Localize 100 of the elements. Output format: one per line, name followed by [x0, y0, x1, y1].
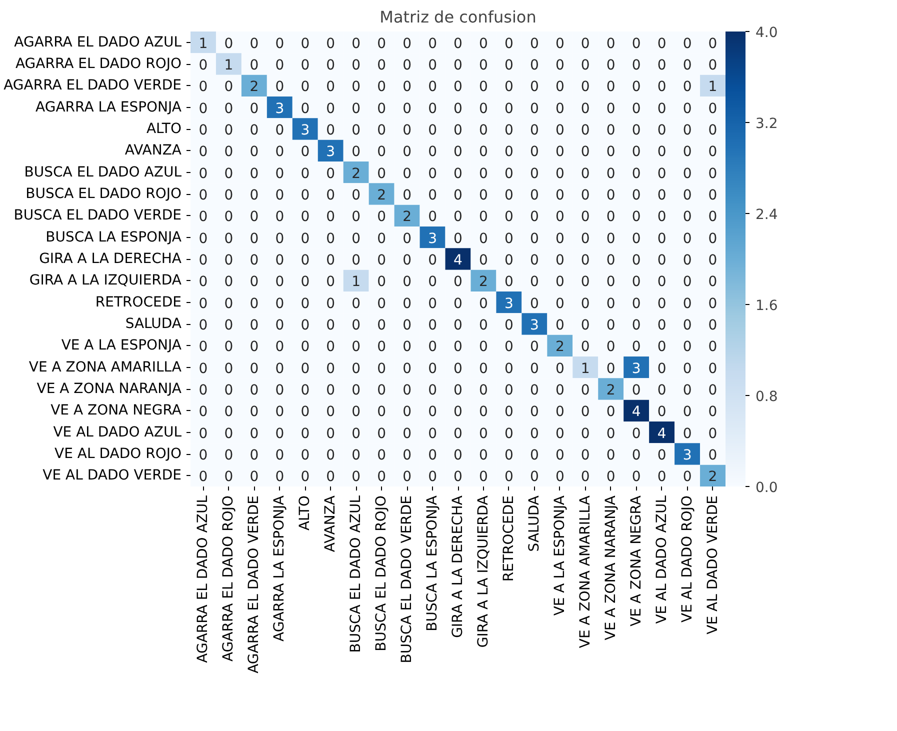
y-tick-label: VE AL DADO VERDE	[42, 468, 182, 484]
data-label: 0	[682, 274, 692, 290]
data-label: 0	[224, 252, 234, 268]
data-label: 0	[250, 252, 259, 268]
data-label: 0	[454, 318, 462, 334]
data-label: 0	[682, 382, 692, 398]
data-label: 0	[606, 209, 616, 226]
data-label: 0	[530, 339, 539, 356]
x-tick-label: BUSCA LA ESPONJA	[424, 495, 441, 632]
data-label: 0	[250, 404, 259, 420]
data-label: 0	[224, 296, 234, 312]
data-label: 0	[377, 79, 386, 96]
data-label: 2	[377, 188, 386, 204]
data-label: 0	[326, 166, 336, 182]
data-label: 0	[682, 318, 692, 334]
data-label: 0	[606, 36, 616, 52]
data-label: 0	[682, 360, 692, 377]
data-label: 0	[555, 122, 564, 138]
data-label: 0	[479, 58, 488, 74]
data-label: 0	[275, 188, 284, 204]
data-label: 0	[454, 339, 462, 356]
data-label: 0	[657, 58, 666, 74]
y-tick-label: VE A ZONA NEGRA	[50, 402, 182, 419]
data-label: 0	[530, 100, 539, 117]
data-label: 0	[198, 360, 208, 377]
data-label: 0	[580, 426, 590, 442]
data-label: 0	[708, 296, 718, 312]
data-label: 0	[530, 360, 539, 377]
data-label: 0	[275, 296, 284, 312]
data-label: 0	[504, 404, 514, 420]
data-label: 0	[198, 339, 208, 356]
data-label: 0	[377, 339, 386, 356]
data-label: 0	[454, 209, 462, 226]
data-label: 0	[708, 144, 718, 160]
data-label: 0	[224, 166, 234, 182]
data-label: 2	[708, 469, 718, 486]
data-label: 0	[657, 122, 666, 138]
data-label: 0	[224, 100, 234, 117]
data-label: 0	[352, 469, 361, 486]
data-label: 0	[250, 144, 259, 160]
data-label: 0	[657, 100, 666, 117]
data-label: 0	[606, 166, 616, 182]
data-label: 0	[682, 188, 692, 204]
data-label: 0	[632, 296, 641, 312]
data-label: 0	[428, 144, 437, 160]
data-label: 0	[326, 339, 336, 356]
data-label: 0	[326, 404, 336, 420]
y-tick-label: BUSCA EL DADO AZUL	[24, 164, 182, 180]
data-label: 0	[224, 79, 234, 96]
data-label: 0	[198, 188, 208, 204]
data-label: 0	[352, 252, 361, 268]
data-label: 0	[657, 230, 666, 247]
data-label: 0	[530, 448, 539, 464]
data-label: 0	[479, 36, 488, 52]
data-label: 0	[352, 79, 361, 96]
data-label: 0	[402, 252, 412, 268]
x-tick-label: VE A ZONA NARANJA	[602, 495, 619, 640]
data-label: 0	[606, 122, 616, 138]
data-label: 0	[479, 404, 488, 420]
data-label: 0	[606, 188, 616, 204]
data-label: 0	[275, 209, 284, 226]
data-label: 0	[606, 469, 616, 486]
data-label: 0	[632, 166, 641, 182]
y-tick-label: BUSCA EL DADO VERDE	[14, 208, 182, 224]
data-label: 0	[606, 144, 616, 160]
data-label: 0	[708, 404, 718, 420]
data-label: 0	[300, 382, 310, 398]
y-tick-label: AGARRA EL DADO ROJO	[15, 56, 182, 72]
data-label: 0	[682, 166, 692, 182]
data-label: 0	[530, 188, 539, 204]
data-label: 0	[580, 144, 590, 160]
data-label: 1	[352, 274, 361, 290]
data-label: 0	[428, 209, 437, 226]
data-label: 1	[708, 79, 718, 96]
data-label: 0	[708, 100, 718, 117]
data-label: 0	[530, 144, 539, 160]
data-label: 0	[275, 274, 284, 290]
data-label: 0	[402, 318, 412, 334]
data-label: 0	[377, 448, 386, 464]
x-tick-label: VE AL DADO VERDE	[704, 495, 721, 634]
data-label: 1	[224, 58, 234, 74]
data-label: 0	[657, 144, 666, 160]
y-tick-label: GIRA A LA DERECHA	[39, 251, 182, 267]
data-label: 0	[428, 318, 437, 334]
data-label: 0	[402, 188, 412, 204]
data-label: 0	[326, 100, 336, 117]
data-label: 0	[250, 36, 259, 52]
data-label: 0	[632, 274, 641, 290]
data-label: 0	[300, 230, 310, 247]
data-label: 0	[606, 318, 616, 334]
data-label: 0	[224, 188, 234, 204]
y-tick-label: VE A ZONA NARANJA	[36, 381, 182, 397]
data-label: 0	[402, 230, 412, 247]
data-label: 0	[352, 448, 361, 464]
data-label: 0	[198, 252, 208, 268]
y-tick-label: AGARRA EL DADO VERDE	[4, 78, 182, 94]
x-tick-label: BUSCA EL DADO VERDE	[399, 495, 416, 664]
data-label: 0	[504, 339, 514, 356]
data-label: 0	[708, 252, 718, 268]
y-tick-label: AGARRA LA ESPONJA	[36, 99, 182, 116]
